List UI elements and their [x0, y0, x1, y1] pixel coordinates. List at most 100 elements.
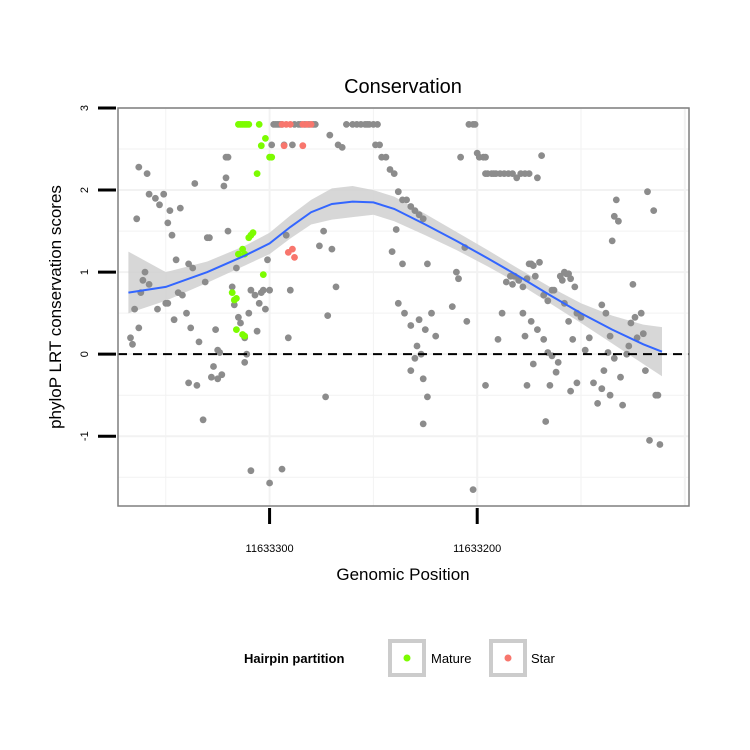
point-other [133, 215, 141, 223]
point-other [567, 275, 574, 283]
point-other [199, 416, 207, 424]
point-other [193, 382, 201, 389]
x-tick-label: 11633300 [246, 543, 294, 555]
point-other [581, 346, 589, 354]
point-other [525, 170, 533, 178]
point-other [610, 354, 618, 362]
point-other [623, 350, 631, 358]
point-mature [255, 121, 263, 128]
point-other [650, 207, 658, 215]
legend-dot-star [504, 654, 512, 662]
point-other [419, 215, 427, 223]
point-star [280, 142, 288, 150]
point-other [598, 301, 606, 309]
point-other [540, 336, 548, 343]
point-other [247, 286, 255, 294]
point-other [386, 166, 394, 173]
point-other [413, 342, 421, 350]
point-other [343, 121, 350, 128]
point-other [164, 219, 172, 227]
point-other [656, 441, 664, 448]
point-other [322, 393, 329, 401]
point-other [334, 141, 342, 149]
point-other [519, 309, 527, 317]
point-other [448, 303, 456, 310]
point-other [262, 305, 269, 313]
point-other [372, 141, 379, 149]
point-other [536, 258, 543, 266]
point-other [388, 248, 396, 256]
point-other [201, 278, 209, 286]
point-other [224, 227, 232, 235]
point-other [619, 401, 626, 409]
point-other [164, 299, 172, 307]
point-other [316, 242, 323, 250]
point-other [286, 286, 294, 294]
point-other [617, 373, 624, 381]
point-other [183, 309, 190, 317]
point-other [399, 260, 406, 268]
point-other [432, 332, 440, 340]
y-tick-label: 3 [79, 105, 91, 111]
point-other [382, 153, 390, 161]
point-other [550, 286, 558, 294]
point-other [374, 121, 381, 128]
point-other [176, 204, 184, 212]
point-mature [257, 142, 265, 150]
point-other [610, 212, 618, 220]
point-other [594, 400, 601, 407]
point-mature [259, 271, 267, 278]
point-other [421, 326, 429, 333]
point-other [519, 283, 527, 291]
point-other [523, 382, 531, 389]
point-other [455, 275, 462, 283]
point-other [513, 174, 521, 182]
point-other [502, 278, 510, 286]
point-other [457, 153, 464, 161]
point-other [332, 283, 340, 291]
point-other [424, 260, 431, 268]
point-other [415, 316, 423, 324]
point-other [521, 332, 529, 340]
legend: Hairpin partition Mature Star [244, 639, 556, 677]
point-other [187, 324, 195, 332]
point-other [629, 281, 637, 288]
point-other [320, 227, 327, 235]
point-other [392, 226, 400, 233]
point-other [646, 437, 653, 444]
smooth-curve [128, 200, 663, 353]
point-mature [230, 296, 238, 304]
legend-dot-mature [403, 654, 411, 662]
point-other [241, 359, 249, 366]
point-other [552, 368, 560, 376]
y-tick-label: 2 [79, 187, 91, 193]
point-other [424, 393, 431, 401]
point-other [143, 170, 151, 178]
point-other [644, 188, 651, 196]
point-other [602, 309, 610, 317]
data-points [127, 121, 664, 493]
point-other [282, 231, 290, 239]
y-axis-title: phyloP LRT conservation scores [46, 185, 65, 429]
point-mature [253, 170, 261, 178]
point-other [268, 141, 276, 149]
legend-key-star [489, 639, 527, 677]
point-other [139, 276, 147, 284]
point-other [534, 174, 541, 182]
plot-border [117, 107, 690, 507]
point-other [531, 272, 539, 280]
point-other [498, 309, 506, 317]
point-other [631, 313, 639, 321]
point-other [170, 316, 178, 324]
point-other [156, 201, 163, 209]
point-other [642, 367, 649, 374]
point-mature [262, 135, 269, 142]
x-axis: 11633300 11633200 [246, 508, 501, 555]
legend-title: Hairpin partition [244, 651, 344, 666]
point-star [284, 249, 292, 256]
point-other [237, 319, 244, 327]
point-other [544, 297, 552, 305]
point-other [463, 318, 471, 325]
